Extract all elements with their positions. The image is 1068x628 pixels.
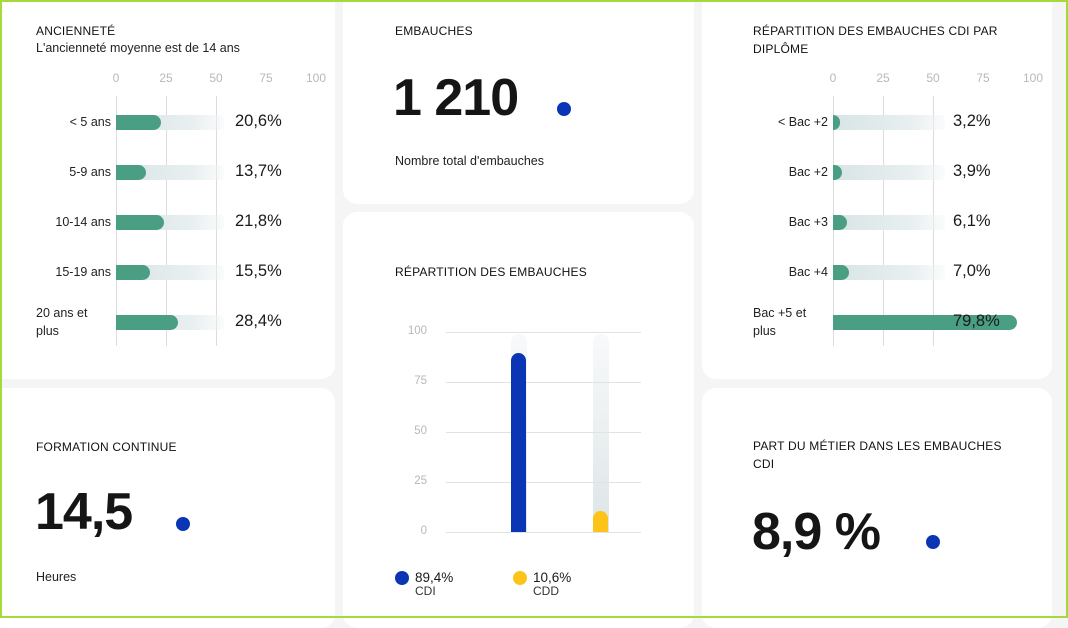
bar-track [833, 215, 945, 230]
category-label: Bac +2 [788, 165, 828, 179]
bar [116, 215, 164, 230]
x-tick-label: 50 [209, 71, 223, 85]
legend-marker [395, 571, 409, 585]
embauches-card: EMBAUCHES 1 210 Nombre total d'embauches [343, 0, 694, 204]
embauches-value: 1 210 [393, 69, 519, 127]
bar-track [833, 115, 945, 130]
y-tick-label: 50 [414, 425, 427, 437]
category-label: 15-19 ans [55, 265, 111, 279]
part-metier-card: PART DU MÉTIER DANS LES EMBAUCHES CDI 8,… [702, 388, 1052, 628]
x-tick-label: 25 [876, 71, 890, 85]
gridline [446, 382, 641, 383]
part-metier-title-line1: PART DU MÉTIER DANS LES EMBAUCHES [753, 439, 1002, 453]
y-tick-label: 25 [414, 475, 427, 487]
part-metier-title: PART DU MÉTIER DANS LES EMBAUCHES CDI [753, 437, 1002, 473]
y-tick-label: 100 [407, 325, 427, 337]
diplome-card: RÉPARTITION DES EMBAUCHES CDI PAR DIPLÔM… [702, 0, 1052, 379]
x-tick-label: 100 [305, 71, 327, 85]
value-label: 28,4% [235, 312, 282, 330]
category-label: < 5 ans [69, 115, 111, 129]
category-label: Bac +3 [788, 215, 828, 229]
x-tick-label: 0 [829, 71, 837, 85]
bar [511, 353, 526, 532]
value-label: 79,8% [953, 312, 1000, 330]
category-label: 10-14 ans [55, 215, 111, 229]
repartition-chart: 100 75 50 25 0 89,4% CDI 10,6% CDD [343, 212, 694, 628]
bar [833, 265, 850, 280]
formation-dot [176, 517, 190, 531]
x-tick-label: 0 [112, 71, 120, 85]
bar [833, 215, 848, 230]
x-tick-label: 75 [976, 71, 990, 85]
value-label: 3,2% [953, 112, 991, 130]
repartition-card: RÉPARTITION DES EMBAUCHES 100 75 50 25 0 89,4… [343, 212, 694, 628]
bar-track [593, 334, 609, 532]
legend-value: 89,4% [415, 570, 454, 585]
category-label: 20 ans et plus [36, 306, 88, 338]
part-metier-value: 8,9 % [752, 503, 881, 561]
gridline [446, 482, 641, 483]
bar [116, 265, 151, 280]
value-label: 7,0% [953, 262, 991, 280]
legend-value: 10,6% [533, 570, 572, 585]
bar [833, 115, 841, 130]
legend-marker [513, 571, 527, 585]
part-metier-title-line2: CDI [753, 457, 775, 471]
category-label: < Bac +2 [777, 115, 828, 129]
anciennete-title: ANCIENNETÉ [36, 24, 116, 38]
y-tick-label: 0 [420, 525, 427, 537]
category-label: 5-9 ans [69, 165, 111, 179]
anciennete-card: ANCIENNETÉ L'ancienneté moyenne est de 1… [0, 0, 335, 379]
category-label: Bac +5 et plus [753, 306, 807, 338]
legend-label: CDD [533, 584, 559, 598]
embauches-title: EMBAUCHES [395, 24, 473, 38]
formation-title: FORMATION CONTINUE [36, 440, 177, 454]
diplome-title-line1: RÉPARTITION DES EMBAUCHES CDI PAR [753, 24, 998, 38]
embauches-caption: Nombre total d'embauches [395, 154, 544, 168]
repartition-title: RÉPARTITION DES EMBAUCHES [395, 265, 587, 279]
bar-track [833, 265, 945, 280]
anciennete-subtitle: L'ancienneté moyenne est de 14 ans [36, 41, 240, 55]
x-tick-label: 25 [159, 71, 173, 85]
value-label: 3,9% [953, 162, 991, 180]
bar [116, 315, 179, 330]
value-label: 6,1% [953, 212, 991, 230]
gridline [446, 432, 641, 433]
part-metier-dot [926, 535, 940, 549]
x-tick-label: 50 [926, 71, 940, 85]
x-tick-label: 75 [259, 71, 273, 85]
category-label: Bac +4 [788, 265, 828, 279]
diplome-chart: 0 25 50 75 100 < Bac +2 3,2% Bac +2 3,9% Bac +3 6,… [702, 0, 1052, 379]
value-label: 21,8% [235, 212, 282, 230]
bar [833, 165, 842, 180]
diplome-title: RÉPARTITION DES EMBAUCHES CDI PAR DIPLÔM… [753, 22, 998, 58]
x-tick-label: 100 [1022, 71, 1044, 85]
diplome-title-line2: DIPLÔME [753, 42, 809, 56]
value-label: 15,5% [235, 262, 282, 280]
bar [116, 115, 162, 130]
y-tick-label: 75 [414, 375, 427, 387]
gridline [446, 532, 641, 533]
bar [116, 165, 147, 180]
formation-value: 14,5 [35, 483, 133, 541]
value-label: 20,6% [235, 112, 282, 130]
bar [833, 315, 1017, 330]
anciennete-chart: 0 25 50 75 100 < 5 ans 20,6% 5-9 ans 13,7% 10-14 … [0, 0, 335, 379]
embauches-dot [557, 102, 571, 116]
legend-label: CDI [415, 584, 436, 598]
formation-caption: Heures [36, 570, 77, 584]
bar [593, 510, 608, 532]
value-label: 13,7% [235, 162, 282, 180]
bar-track [833, 165, 945, 180]
formation-card: FORMATION CONTINUE 14,5 Heures [0, 388, 335, 628]
gridline [446, 332, 641, 333]
